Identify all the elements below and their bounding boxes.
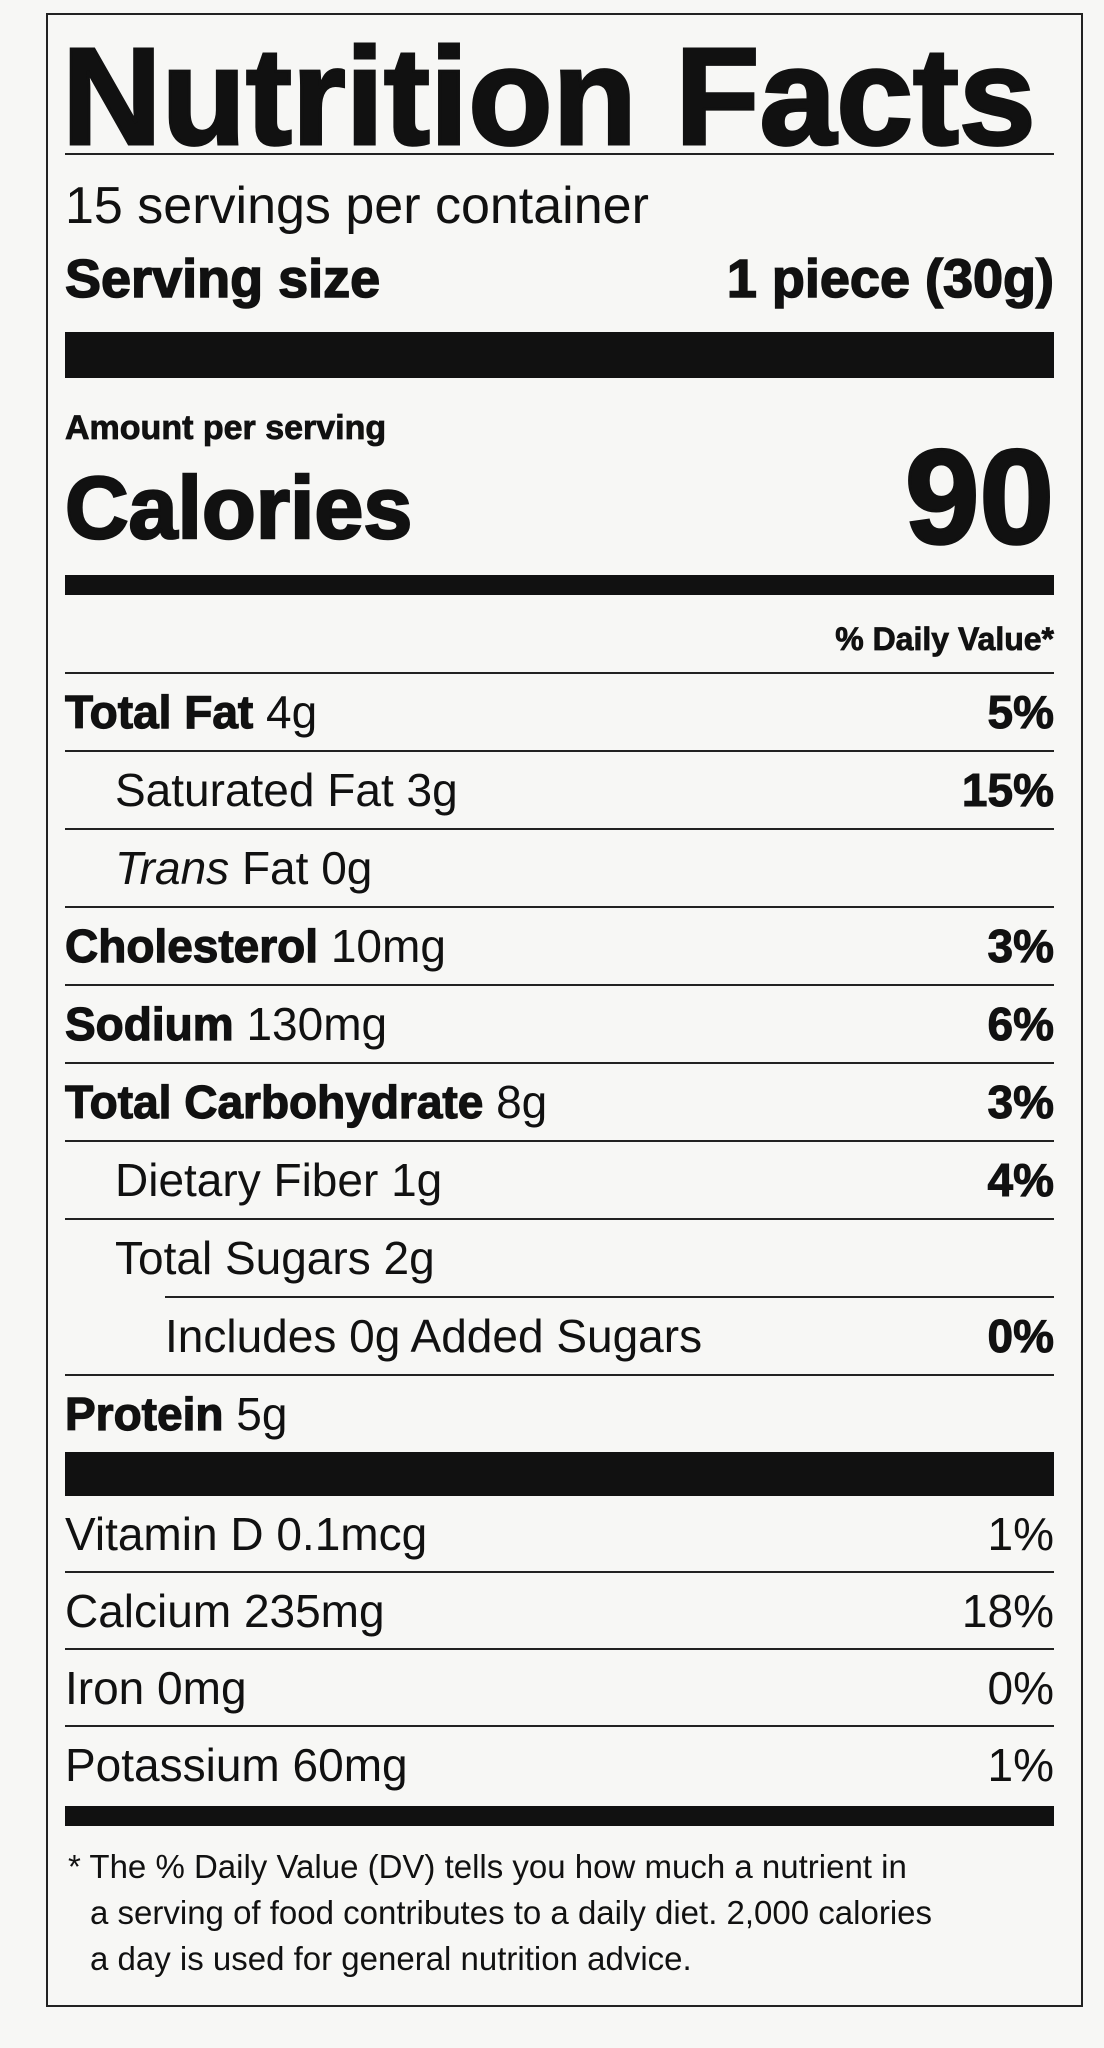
nutrient-name: Fat [241,842,309,894]
nutrient-name: Saturated Fat [115,764,394,816]
nutrient-row: Cholesterol 10mg 3% [64,906,1055,984]
row-rule [65,1218,1054,1220]
vitamin-daily-value: 1% [987,1507,1054,1560]
nutrient: Total Carbohydrate 8g [64,1075,548,1129]
nutrient-row: Sodium 130mg 6% [64,984,1055,1062]
calories-label: Calories [64,457,414,559]
vitamin-name: Calcium [65,1584,232,1637]
nutrient-name: Sodium [64,997,234,1050]
medium-bar [65,575,1054,595]
vitamin: Potassium 60mg [65,1738,408,1792]
footnote-line: * The % Daily Value (DV) tells you how m… [68,1848,907,1885]
nutrient-amount: 5g [236,1388,288,1440]
daily-value-header: % Daily Value* [835,621,1055,658]
nutrient: Includes 0g Added Sugars [165,1309,702,1363]
daily-value: 0% [987,1310,1054,1363]
vitamin-row: Vitamin D 0.1mcg 1% [65,1496,1054,1571]
nutrient-row: Protein 5g [64,1374,1054,1452]
row-rule [65,750,1054,752]
nutrient: Protein 5g [64,1387,288,1441]
servings: 15 servings per container [65,177,649,235]
nutrient-amount: 3g [406,764,458,816]
vitamin-amount: 0mg [157,1661,247,1714]
row-rule [65,1062,1054,1064]
footnote-line: a serving of food contributes to a daily… [90,1894,932,1931]
daily-value: 3% [987,920,1054,973]
row-rule [65,906,1054,908]
nutrient-name-italic: Trans [115,842,230,894]
nutrient-amount: 8g [496,1076,548,1128]
nutrient-amount: 1g [391,1154,443,1206]
vitamin: Vitamin D 0.1mcg [65,1507,427,1561]
vitamin-row: Calcium 235mg 18% [65,1571,1054,1648]
daily-value: 15% [961,764,1054,817]
nutrient-name: Protein [64,1387,224,1440]
nutrient-row: Total Fat 4g 5% [64,674,1054,750]
vitamin-name: Vitamin D [65,1507,264,1560]
nutrient-amount: 130mg [246,998,388,1050]
nutrient-row: Total Carbohydrate 8g 3% [64,1062,1055,1140]
daily-value: 5% [987,686,1054,739]
row-rule [65,1725,1054,1727]
vitamin-name: Potassium [65,1738,280,1791]
nutrient-name: Includes 0g Added Sugars [165,1310,703,1362]
row-rule [65,1140,1054,1142]
vitamin-amount: 235mg [243,1584,385,1637]
nutrient-row: Includes 0g Added Sugars 0% [65,1296,1055,1374]
medium-bar [65,1806,1054,1826]
rule [65,672,1054,674]
nutrient-row: Total Sugars 2g [65,1218,1054,1296]
nutrient-name: Total Carbohydrate [64,1075,484,1128]
nutrient-name: Total Fat [64,685,254,738]
nutrient-row: Saturated Fat 3g 15% [65,750,1055,828]
nutrient: Saturated Fat 3g [115,763,458,817]
nutrient-amount: 2g [383,1232,435,1284]
nutrient: Dietary Fiber 1g [115,1153,442,1207]
amount-per-serving: Amount per serving [65,409,387,448]
nutrient: Trans Fat 0g [115,841,372,895]
nutrient: Cholesterol 10mg [64,919,446,973]
nutrient-amount: 0g [321,842,373,894]
nutrient-name: Total Sugars [115,1232,371,1284]
vitamin-daily-value: 0% [987,1661,1054,1714]
vitamin-daily-value: 1% [987,1738,1054,1791]
serving-size-label: Serving size [64,248,381,310]
nutrient-row: Dietary Fiber 1g 4% [65,1140,1055,1218]
vitamin-name: Iron [65,1661,145,1714]
daily-value: 3% [987,1076,1054,1129]
row-rule [65,1374,1054,1376]
footnote-line: a day is used for general nutrition advi… [90,1940,692,1977]
row-rule [65,984,1054,986]
vitamin: Iron 0mg [65,1661,247,1715]
nutrient-row: Trans Fat 0g [65,828,1054,906]
vitamin-row: Iron 0mg 0% [65,1648,1054,1725]
title: Nutrition Facts [61,20,1038,174]
nutrient-amount: 4g [266,686,318,738]
row-rule [165,1296,1054,1298]
nutrient: Sodium 130mg [64,997,388,1051]
row-rule [65,1571,1054,1573]
vitamin-daily-value: 18% [961,1584,1054,1637]
nutrient: Total Sugars 2g [115,1231,435,1285]
serving-size: 1 piece (30g) [726,248,1055,310]
thick-bar [65,1452,1054,1496]
nutrient-amount: 10mg [330,920,446,972]
nutrient: Total Fat 4g [64,685,318,739]
row-rule [65,828,1054,830]
vitamin-amount: 60mg [292,1738,408,1791]
nutrient-name: Cholesterol [64,919,319,972]
row-rule [65,1648,1054,1650]
calories-value: 90 [903,423,1055,572]
daily-value: 6% [987,998,1054,1051]
vitamin-row: Potassium 60mg 1% [65,1725,1054,1802]
vitamin: Calcium 235mg [65,1584,385,1638]
label-border [46,13,1083,2007]
vitamin-amount: 0.1mcg [276,1507,428,1560]
rule [65,153,1054,155]
thick-bar [65,332,1054,378]
daily-value: 4% [987,1154,1054,1207]
nutrient-name: Dietary Fiber [115,1154,379,1206]
